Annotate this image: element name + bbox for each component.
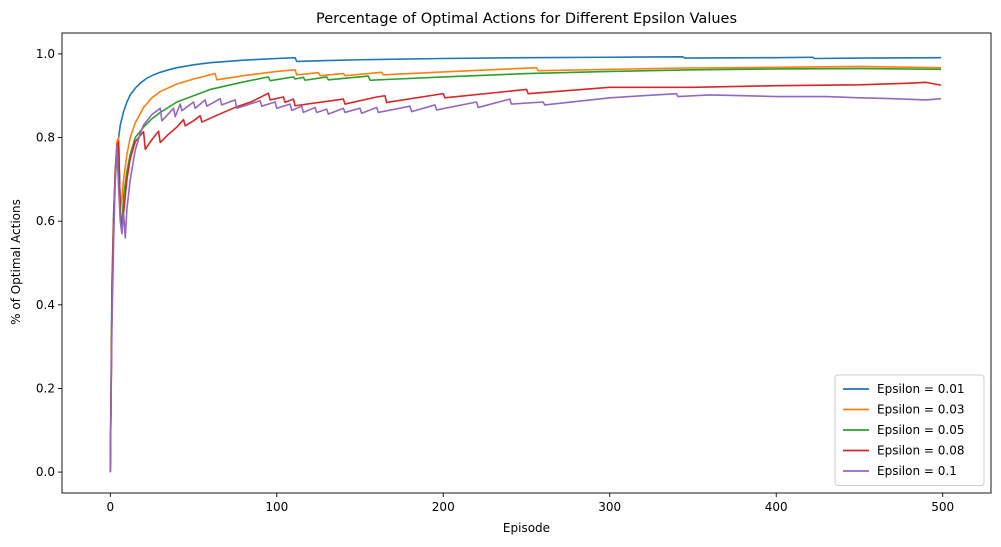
series-line-3	[109, 67, 942, 473]
plot-area	[61, 32, 992, 494]
x-tick-label: 0	[106, 500, 114, 514]
legend-label-5: Epsilon = 0.1	[877, 464, 957, 478]
x-axis: 0 100 200 300 400 500	[106, 493, 954, 514]
x-tick-label: 500	[931, 500, 954, 514]
chart-title: Percentage of Optimal Actions for Differ…	[316, 11, 737, 27]
legend-box	[834, 374, 985, 486]
x-axis-title: Episode	[503, 521, 550, 535]
y-tick-label: 0.2	[36, 381, 55, 395]
series-line-1	[109, 56, 942, 473]
y-axis: 0.0 0.2 0.4 0.6 0.8 1.0	[36, 47, 62, 479]
y-tick-label: 1.0	[36, 47, 55, 61]
x-tick-label: 200	[432, 500, 455, 514]
series-line-5	[109, 92, 942, 473]
series-line-2	[109, 65, 942, 473]
series-line-4	[109, 81, 942, 473]
plot-frame	[61, 32, 992, 494]
y-axis-title: % of Optimal Actions	[9, 199, 23, 325]
y-tick-label: 0.0	[36, 465, 55, 479]
x-tick-label: 400	[765, 500, 788, 514]
y-tick-label: 0.6	[36, 214, 55, 228]
y-tick-label: 0.4	[36, 298, 55, 312]
legend-label-2: Epsilon = 0.03	[877, 403, 964, 417]
legend-label-3: Epsilon = 0.05	[877, 423, 964, 437]
legend: Epsilon = 0.01 Epsilon = 0.03 Epsilon = 0.…	[834, 374, 985, 486]
legend-label-1: Epsilon = 0.01	[877, 382, 964, 396]
legend-label-4: Epsilon = 0.08	[877, 444, 964, 458]
y-tick-label: 0.8	[36, 131, 55, 145]
x-tick-label: 300	[598, 500, 621, 514]
x-tick-label: 100	[265, 500, 288, 514]
